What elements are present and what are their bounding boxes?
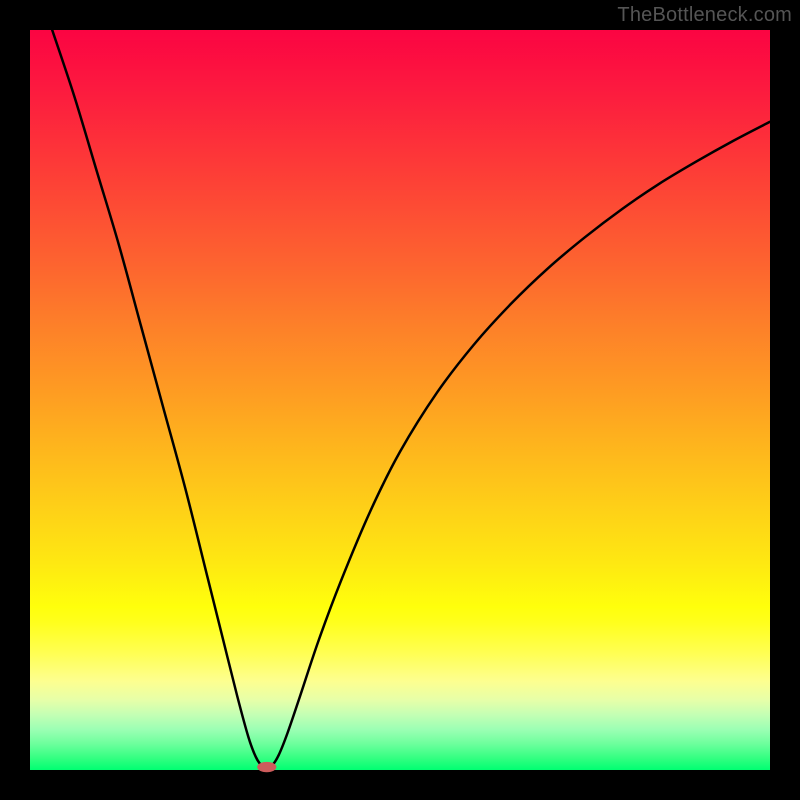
curve-minimum-marker [257, 762, 276, 772]
watermark-text: TheBottleneck.com [617, 4, 792, 27]
chart-canvas: TheBottleneck.com [0, 0, 800, 800]
bottleneck-curve-chart [0, 0, 800, 800]
chart-background-gradient [30, 30, 770, 770]
